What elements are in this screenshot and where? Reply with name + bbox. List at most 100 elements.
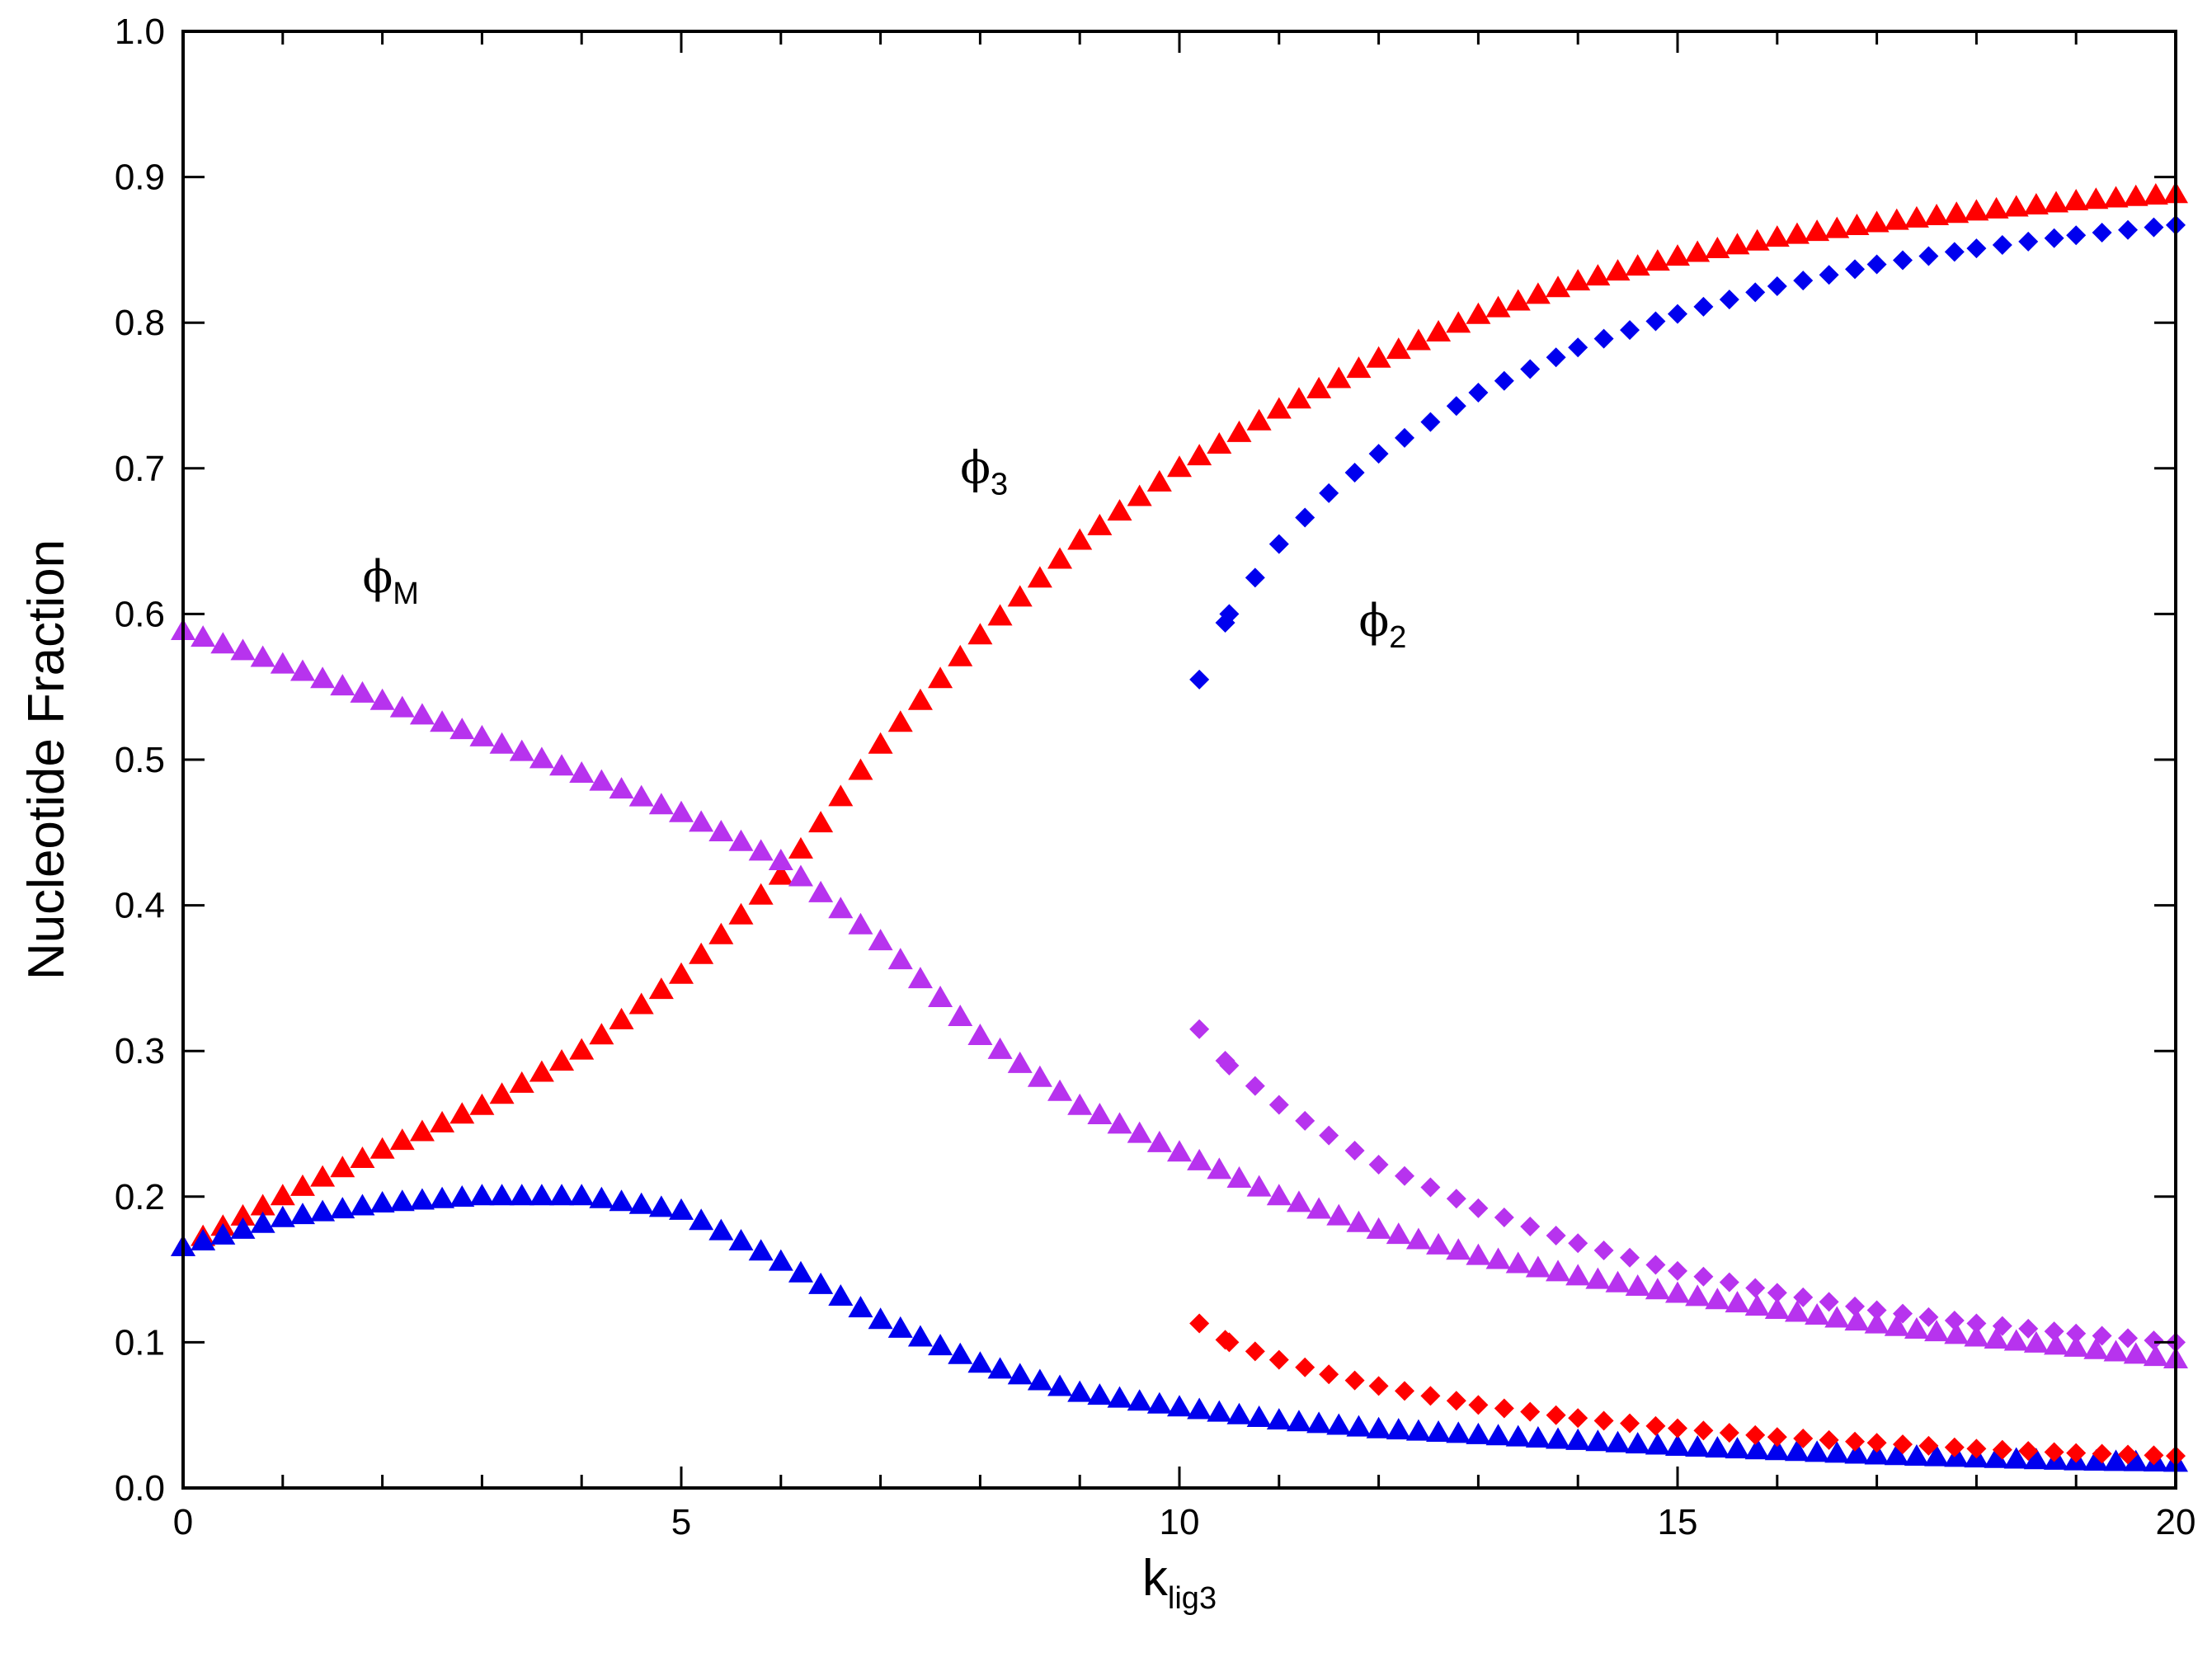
data-point (1286, 1190, 1311, 1212)
data-point (449, 1184, 475, 1207)
data-point (2103, 186, 2129, 208)
data-point (1245, 1341, 1265, 1362)
data-point (1405, 1419, 1431, 1441)
data-point (1745, 1278, 1766, 1298)
data-point (289, 659, 315, 681)
data-point (1764, 1438, 1790, 1461)
data-point (389, 1189, 415, 1212)
data-point (2144, 217, 2164, 238)
data-point (1845, 1296, 1866, 1316)
data-point (1468, 1395, 1489, 1415)
data-point (1295, 507, 1315, 528)
data-point (907, 967, 933, 989)
data-point (1845, 259, 1866, 280)
data-point (1187, 1397, 1212, 1420)
data-point (469, 1093, 495, 1115)
data-point (1266, 1184, 1292, 1206)
data-point (1067, 528, 1093, 550)
data-point (1665, 1281, 1690, 1303)
data-point (1395, 1165, 1415, 1186)
data-point (1964, 199, 1989, 221)
data-point (1918, 1435, 1939, 1456)
data-point (1219, 604, 1240, 624)
data-point (2118, 1444, 2139, 1465)
data-point (1027, 1368, 1052, 1391)
data-point (589, 769, 614, 791)
data-point (1585, 1267, 1611, 1289)
data-point (2143, 182, 2168, 205)
data-point (489, 1082, 515, 1104)
data-point (788, 836, 813, 859)
data-point (350, 680, 375, 703)
data-point (1625, 1274, 1650, 1297)
data-point (1426, 1232, 1452, 1255)
data-point (191, 625, 216, 647)
data-point (509, 1071, 534, 1093)
data-point (1344, 463, 1365, 483)
data-point (1984, 196, 2009, 219)
data-point (1568, 1233, 1588, 1254)
data-point (1725, 233, 1750, 255)
data-point (1565, 1428, 1591, 1450)
data-point (1446, 1189, 1466, 1209)
data-point (1420, 1386, 1441, 1406)
data-point (1719, 1423, 1739, 1443)
data-point (1824, 1306, 1850, 1328)
annotation-subscript: M (393, 577, 419, 611)
data-point (887, 948, 913, 970)
data-point (1366, 1217, 1391, 1239)
data-point (1546, 275, 1571, 298)
data-point (1027, 566, 1052, 588)
data-point (569, 1038, 595, 1060)
data-point (1146, 1391, 1172, 1414)
data-point (1466, 302, 1491, 324)
data-point (887, 1316, 913, 1338)
data-point (748, 883, 774, 905)
data-point (1426, 1420, 1452, 1442)
data-point (948, 644, 973, 666)
data-point (2092, 1443, 2112, 1464)
data-point (1266, 397, 1292, 419)
data-point (1992, 1439, 2012, 1460)
data-point (2083, 187, 2109, 210)
series-layer (171, 181, 2188, 1472)
data-point (1207, 1400, 1232, 1422)
data-point (1944, 201, 1970, 224)
data-point (1268, 1095, 1289, 1115)
data-point (270, 652, 295, 674)
data-point (1918, 1307, 1939, 1327)
y-tick-label: 1.0 (115, 12, 165, 52)
data-point (1546, 1225, 1566, 1245)
ticks-layer (181, 30, 2177, 1490)
data-point (1546, 347, 1566, 368)
series-annotation: ϕM (362, 551, 418, 611)
data-point (1268, 534, 1289, 554)
data-point (289, 1203, 315, 1225)
data-point (1744, 1294, 1770, 1316)
data-point (1593, 1410, 1614, 1431)
data-point (828, 1284, 854, 1307)
data-point (1645, 249, 1670, 271)
data-point (1685, 1435, 1711, 1457)
data-point (1446, 311, 1471, 333)
annotation-subscript: 2 (1389, 620, 1406, 655)
data-point (1764, 225, 1790, 247)
annotation-subscript: 3 (991, 467, 1008, 501)
series-phi2-triangle (171, 1184, 2188, 1472)
data-point (928, 1334, 953, 1356)
data-point (1326, 1413, 1352, 1435)
data-point (1420, 1177, 1441, 1198)
data-point (2018, 1318, 2039, 1339)
y-tick-label: 0.5 (115, 740, 165, 780)
data-point (2044, 1442, 2064, 1462)
data-point (1844, 214, 1870, 236)
data-point (1844, 1309, 1870, 1331)
data-point (1319, 483, 1339, 503)
data-point (1620, 320, 1640, 341)
data-point (1844, 1442, 1870, 1464)
data-point (1219, 1332, 1240, 1353)
data-point (1805, 219, 1830, 242)
data-point (628, 1192, 654, 1214)
